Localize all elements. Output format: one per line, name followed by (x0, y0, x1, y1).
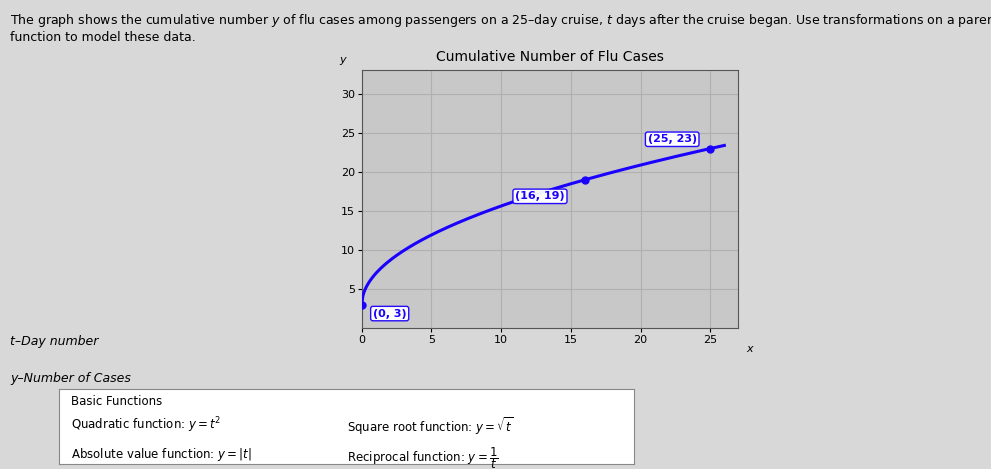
Text: Basic Functions: Basic Functions (71, 395, 163, 408)
Title: Cumulative Number of Flu Cases: Cumulative Number of Flu Cases (436, 50, 664, 64)
Text: t–Day number: t–Day number (10, 335, 98, 348)
Text: Quadratic function: $y = t^2$: Quadratic function: $y = t^2$ (71, 416, 221, 435)
Text: (16, 19): (16, 19) (515, 191, 565, 201)
Text: x: x (746, 344, 752, 354)
Text: y–Number of Cases: y–Number of Cases (10, 372, 131, 385)
Text: (25, 23): (25, 23) (648, 134, 697, 144)
Text: y: y (339, 55, 346, 65)
Text: Square root function: $y = \sqrt{t}$: Square root function: $y = \sqrt{t}$ (347, 416, 513, 437)
Text: Absolute value function: $y = |t|$: Absolute value function: $y = |t|$ (71, 446, 252, 462)
Text: Reciprocal function: $y = \dfrac{1}{t}$: Reciprocal function: $y = \dfrac{1}{t}$ (347, 446, 498, 469)
Text: The graph shows the cumulative number $y$ of flu cases among passengers on a 25–: The graph shows the cumulative number $y… (10, 12, 991, 44)
Text: (0, 3): (0, 3) (373, 309, 406, 318)
